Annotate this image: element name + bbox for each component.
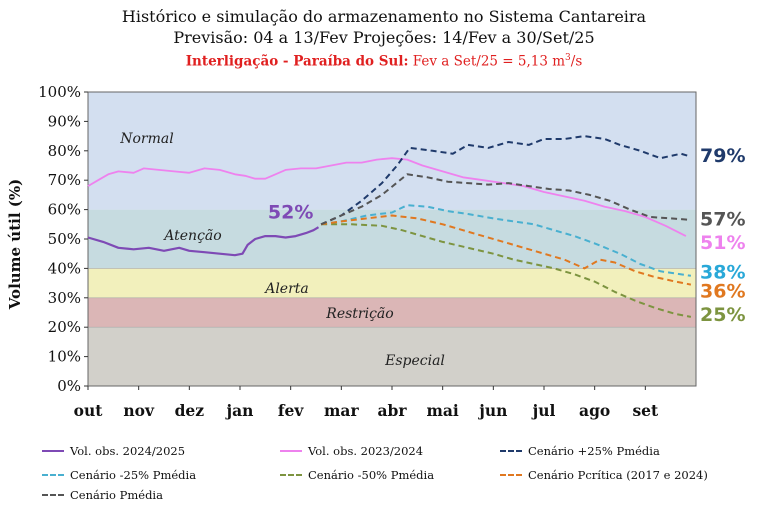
end-value-label-3: 57% — [700, 208, 745, 230]
x-tick-label-8: jun — [477, 401, 507, 420]
end-value-label-7: 25% — [700, 304, 745, 326]
end-value-label-6: 36% — [700, 280, 745, 302]
chart-title: Histórico e simulação do armazenamento n… — [121, 7, 647, 26]
subtitle-2-bold: Interligação - Paraíba do Sul: — [185, 53, 409, 70]
x-tick-label-5: mar — [324, 401, 359, 420]
x-tick-label-7: mai — [426, 401, 458, 420]
y-tick-label-2: 20% — [48, 318, 81, 336]
end-value-label-5: 38% — [700, 261, 745, 283]
zone-band-4 — [88, 209, 696, 269]
subtitle-2-tail: /s — [570, 53, 583, 70]
x-tick-label-11: set — [632, 401, 659, 420]
chart-titles: Histórico e simulação do armazenamento n… — [0, 6, 768, 72]
y-tick-label-10: 100% — [38, 83, 81, 101]
y-tick-label-9: 90% — [48, 112, 81, 130]
subtitle-2-rest: Fev a Set/25 = 5,13 m — [412, 53, 566, 70]
x-tick-label-0: out — [74, 401, 104, 420]
end-value-label-4: 51% — [700, 232, 745, 254]
end-value-label-2: 79% — [700, 145, 745, 167]
x-tick-label-2: dez — [175, 401, 205, 420]
series-line-2 — [87, 157, 687, 237]
end-value-label-1: 52% — [268, 201, 313, 223]
zone-label-4: Atenção — [162, 228, 221, 244]
y-axis-label: Volume útil (%) — [6, 179, 24, 310]
series-line-6 — [320, 214, 692, 286]
y-tick-label-1: 10% — [48, 348, 81, 366]
y-tick-label-3: 30% — [48, 289, 81, 307]
y-tick-label-4: 40% — [48, 259, 81, 277]
y-tick-label-6: 60% — [48, 201, 81, 219]
x-tick-label-1: nov — [123, 401, 155, 420]
x-tick-label-4: fev — [278, 401, 305, 420]
x-tick-label-3: jan — [225, 401, 254, 420]
zone-band-1 — [88, 327, 696, 386]
zone-band-2 — [88, 297, 696, 328]
series-line-7 — [320, 173, 691, 226]
x-tick-label-10: ago — [579, 401, 610, 420]
zone-label-1: Especial — [384, 353, 445, 369]
zone-band-5 — [88, 92, 696, 210]
subtitle-2-sup: 3 — [565, 53, 571, 63]
chart-subtitle: Previsão: 04 a 13/Fev Projeções: 14/Fev … — [173, 28, 595, 47]
zone-label-5: Normal — [119, 131, 173, 147]
series-line-3 — [320, 135, 692, 226]
series-line-1 — [87, 226, 320, 257]
y-tick-label-7: 70% — [48, 171, 81, 189]
y-tick-label-0: 0% — [57, 377, 81, 395]
x-tick-label-6: abr — [377, 401, 407, 420]
zone-band-3 — [88, 268, 696, 298]
y-tick-label-5: 50% — [48, 230, 81, 248]
series-line-4 — [320, 204, 692, 277]
x-tick-label-9: jul — [531, 401, 556, 420]
zone-label-3: Alerta — [263, 281, 309, 297]
chart-subtitle-2: Interligação - Paraíba do Sul: Fev a Set… — [0, 48, 768, 72]
zone-label-2: Restrição — [325, 306, 393, 322]
y-tick-label-8: 80% — [48, 142, 81, 160]
